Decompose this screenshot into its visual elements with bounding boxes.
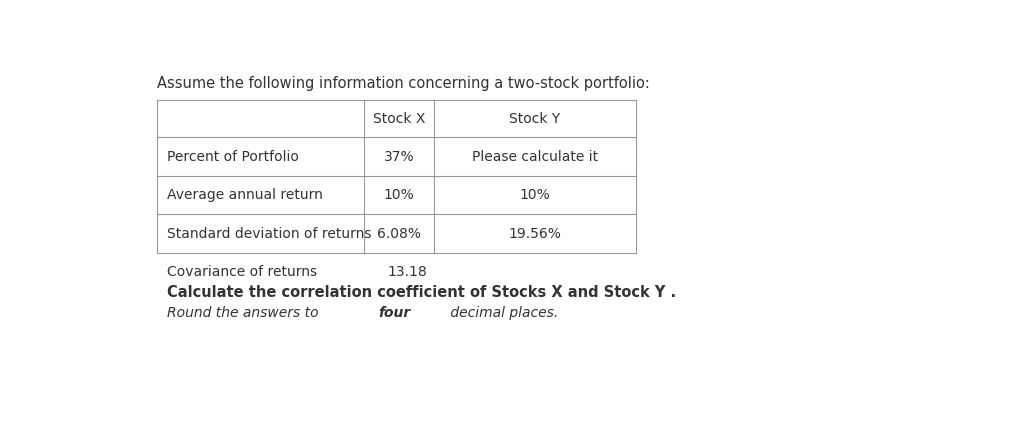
Text: 10%: 10% [520,188,550,202]
Text: decimal places.: decimal places. [446,306,558,320]
Text: 19.56%: 19.56% [508,226,562,240]
Text: Covariance of returns: Covariance of returns [167,265,317,279]
Text: Average annual return: Average annual return [167,188,322,202]
Text: Please calculate it: Please calculate it [472,149,597,163]
Text: Round the answers to: Round the answers to [167,306,322,320]
Text: 10%: 10% [384,188,414,202]
Text: 13.18: 13.18 [387,265,427,279]
Text: 6.08%: 6.08% [377,226,421,240]
Text: Assume the following information concerning a two-stock portfolio:: Assume the following information concern… [158,76,651,91]
Text: Percent of Portfolio: Percent of Portfolio [167,149,299,163]
Text: Standard deviation of returns: Standard deviation of returns [167,226,371,240]
Text: Stock X: Stock X [373,112,426,126]
Text: Stock Y: Stock Y [509,112,561,126]
Text: four: four [377,306,410,320]
Text: Calculate the correlation coefficient of Stocks X and Stock Y .: Calculate the correlation coefficient of… [167,285,676,300]
Text: 37%: 37% [384,149,414,163]
